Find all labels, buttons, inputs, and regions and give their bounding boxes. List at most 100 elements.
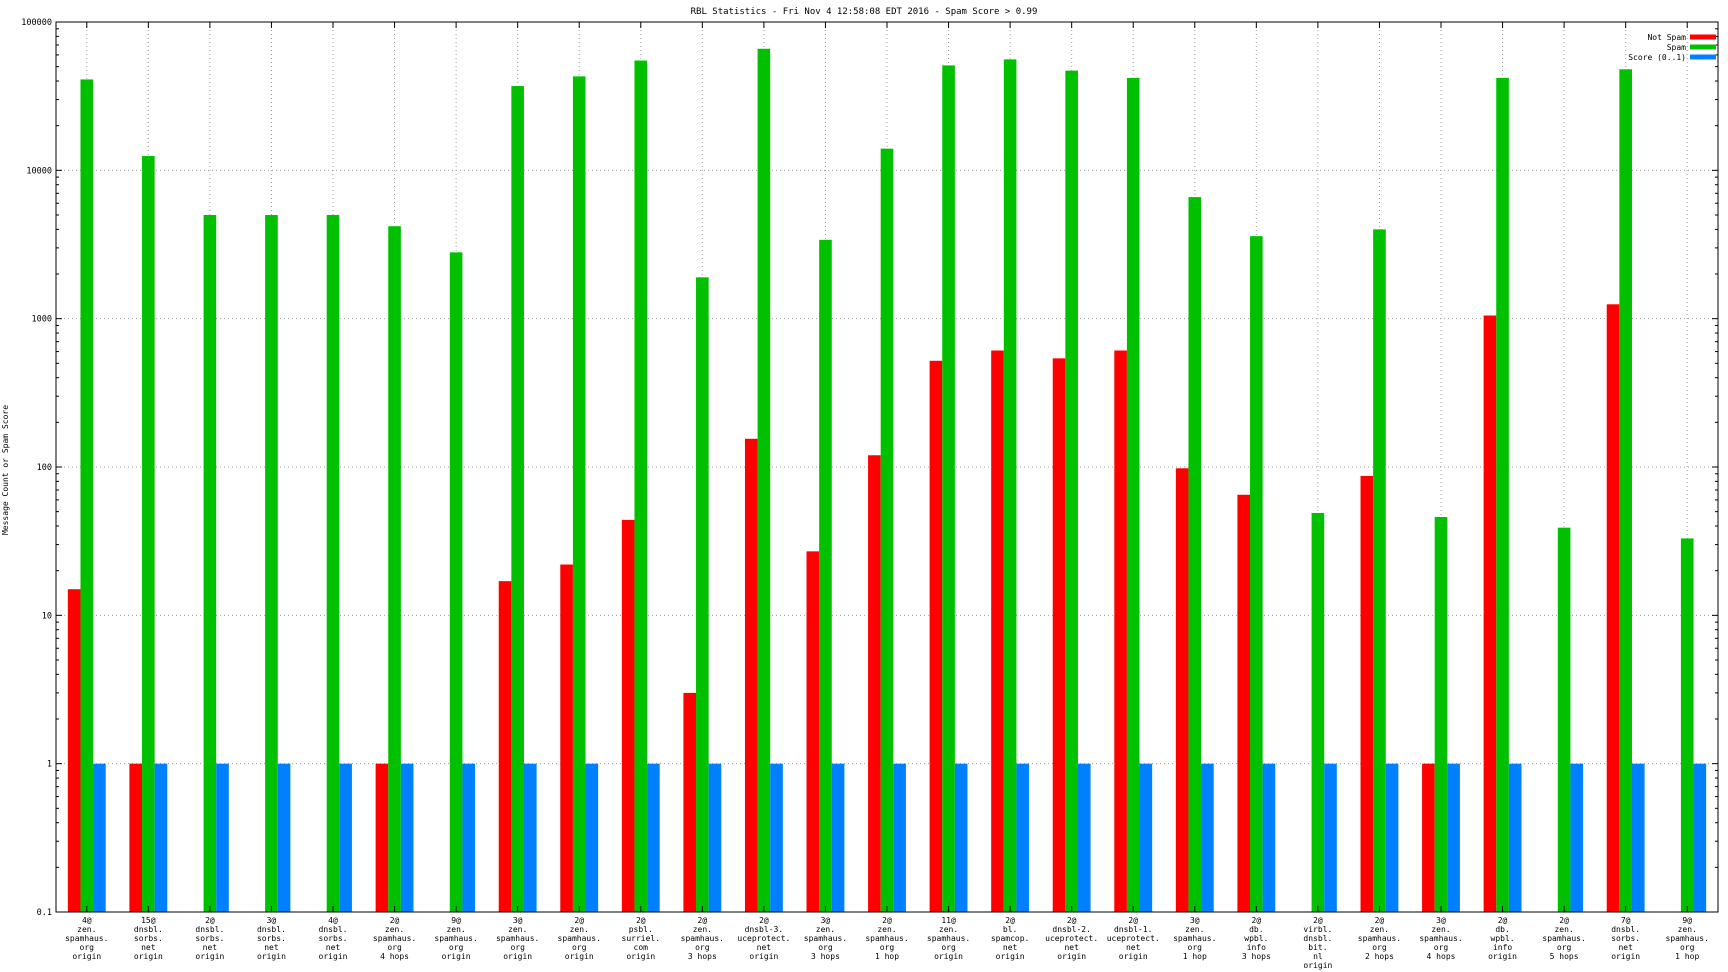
bar-spam: [572, 76, 586, 913]
legend-swatch: [1690, 34, 1716, 40]
bar-spam: [203, 214, 217, 913]
bar-not-spam: [1114, 350, 1127, 912]
bar-spam: [942, 65, 955, 913]
x-tick-label-line: spamhaus.: [927, 934, 970, 943]
x-tick-label: 9@ zen. spamhaus. org 1 hop: [1666, 916, 1709, 961]
x-tick-label-line: net: [1003, 943, 1018, 952]
x-tick-label: 15@ dnsbl. sorbs. net origin: [134, 916, 163, 961]
x-tick-label-line: 2@: [1128, 916, 1138, 925]
bar-not-spam: [991, 350, 1004, 912]
x-tick-label-line: spamhaus.: [1542, 934, 1585, 943]
x-tick-label-line: spamhaus.: [1666, 934, 1709, 943]
x-tick-label-line: org: [572, 943, 587, 952]
y-tick-label: 100: [37, 463, 52, 473]
x-tick-label-line: 2@: [1375, 916, 1385, 925]
bar-not-spam: [1052, 358, 1066, 913]
y-tick-label: 1: [47, 760, 52, 770]
bar-not-spam: [129, 763, 143, 912]
x-tick-label-line: dnsbl.: [257, 925, 286, 934]
x-tick-label: 9@ zen. spamhaus. org origin: [434, 916, 477, 961]
x-tick-label-line: 2@: [1067, 916, 1077, 925]
bar-not-spam: [806, 551, 820, 912]
bar-score-0-1: [1262, 763, 1276, 912]
x-tick-label-line: bl.: [1003, 925, 1017, 934]
x-tick-label-line: origin: [442, 952, 471, 961]
bar-spam: [634, 60, 648, 912]
x-tick-label-line: 4 hops: [1427, 952, 1456, 961]
y-axis-label: Message Count or Spam Score: [1, 405, 10, 535]
x-tick-label-line: 9@: [451, 916, 461, 925]
x-tick-label-line: 1 hop: [875, 952, 899, 961]
x-tick-label-line: org: [80, 943, 95, 952]
x-tick-label-line: org: [449, 943, 464, 952]
y-tick-label: 1000: [32, 315, 52, 325]
x-tick-label-line: 3 hops: [1242, 952, 1271, 961]
x-tick-label-line: org: [941, 943, 956, 952]
chart-title: RBL Statistics - Fri Nov 4 12:58:08 EDT …: [691, 7, 1038, 17]
bar-score-0-1: [1077, 763, 1091, 912]
bar-spam: [1680, 538, 1694, 912]
x-tick-label-line: org: [1372, 943, 1387, 952]
x-tick-label-line: origin: [195, 952, 224, 961]
bar-not-spam: [560, 564, 573, 912]
x-tick-label: 2@ dnsbl-2. uceprotect. net origin: [1045, 916, 1098, 961]
bar-score-0-1: [1385, 763, 1399, 912]
x-tick-label-line: sorbs.: [134, 934, 163, 943]
x-tick-label-line: zen.: [877, 925, 896, 934]
x-tick-label-line: org: [1188, 943, 1203, 952]
x-tick-label-line: spamcop.: [991, 934, 1030, 943]
x-tick-label-line: origin: [257, 952, 286, 961]
x-tick-label-line: 2@: [1005, 916, 1015, 925]
x-tick-label: 2@ zen. spamhaus. org 1 hop: [865, 916, 908, 961]
x-tick-label-line: 2@: [574, 916, 584, 925]
x-tick-label-line: wpbl.: [1491, 934, 1515, 943]
bar-not-spam: [683, 692, 697, 912]
x-tick-label-line: origin: [1303, 961, 1332, 970]
bar-score-0-1: [339, 763, 352, 912]
bar-spam: [80, 79, 94, 912]
x-tick-label: 2@ psbl. surriel. com origin: [622, 916, 661, 961]
bar-spam: [1496, 77, 1509, 912]
bar-spam: [388, 226, 401, 912]
x-tick-label-line: spamhaus.: [1358, 934, 1401, 943]
bar-not-spam: [1175, 468, 1189, 912]
x-tick-label-line: 2@: [1559, 916, 1569, 925]
bar-score-0-1: [216, 763, 229, 912]
x-tick-label-line: origin: [749, 952, 778, 961]
bar-score-0-1: [400, 763, 414, 912]
x-tick-label-line: wpbl.: [1244, 934, 1268, 943]
x-tick-label-line: 4 hops: [380, 952, 409, 961]
x-tick-label-line: org: [818, 943, 833, 952]
x-tick-label-line: spamhaus.: [65, 934, 108, 943]
x-tick-label-line: spamhaus.: [681, 934, 724, 943]
x-tick-label-line: sorbs.: [257, 934, 286, 943]
x-tick-label-line: 2@: [636, 916, 646, 925]
bar-score-0-1: [1570, 763, 1584, 912]
bar-not-spam: [868, 455, 881, 912]
bar-score-0-1: [462, 763, 476, 912]
bar-score-0-1: [1447, 763, 1460, 912]
x-tick-label-line: 4@: [328, 916, 338, 925]
x-tick-label-line: 3@: [1190, 916, 1200, 925]
x-tick-label-line: net: [326, 943, 341, 952]
bar-not-spam: [498, 581, 512, 912]
x-tick-label-line: origin: [134, 952, 163, 961]
x-tick-label-line: zen.: [570, 925, 589, 934]
x-tick-label-line: zen.: [1678, 925, 1697, 934]
bar-spam: [326, 214, 340, 913]
x-tick-label-line: zen.: [1370, 925, 1389, 934]
x-tick-label-line: zen.: [693, 925, 712, 934]
x-tick-label-line: 2 hops: [1365, 952, 1394, 961]
x-tick-label: 3@ zen. spamhaus. org 4 hops: [1419, 916, 1462, 961]
bar-score-0-1: [585, 763, 599, 912]
y-tick-label: 10: [42, 611, 52, 621]
bar-score-0-1: [154, 763, 168, 912]
x-tick-label-line: bit.: [1308, 943, 1327, 952]
legend-label: Not Spam: [1647, 33, 1686, 42]
bar-spam: [757, 48, 771, 913]
x-tick-label-line: origin: [996, 952, 1025, 961]
x-tick-label: 4@ zen. spamhaus. org origin: [65, 916, 108, 961]
bar-not-spam: [67, 589, 81, 912]
bar-score-0-1: [831, 763, 845, 912]
